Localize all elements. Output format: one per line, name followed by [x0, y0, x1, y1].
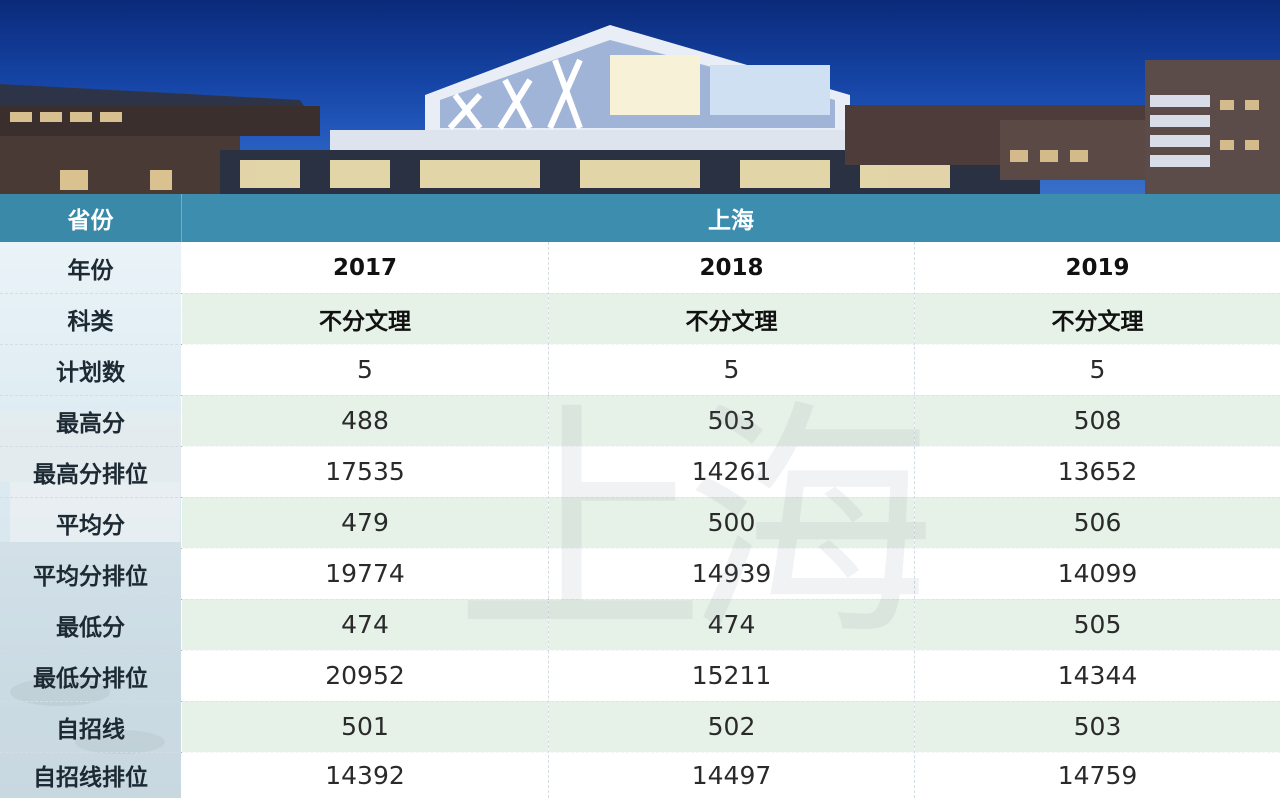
max-rank-2019: 13652	[915, 446, 1280, 497]
row-label-avg-rank: 平均分排位	[0, 548, 181, 599]
max-rank-2018: 14261	[549, 446, 914, 497]
row-label-max-score: 最高分	[0, 395, 181, 446]
table-row-category: 科类 不分文理 不分文理 不分文理	[0, 293, 1280, 344]
min-rank-2017: 20952	[182, 650, 548, 701]
table-row-min-rank: 最低分排位 20952 15211 14344	[0, 650, 1280, 701]
min-score-2019: 505	[915, 599, 1280, 650]
row-label-self-recruit-line: 自招线	[0, 701, 181, 752]
table-row-year: 年份 2017 2018 2019	[0, 242, 1280, 293]
table-row-plan-count: 计划数 5 5 5	[0, 344, 1280, 395]
year-2018: 2018	[549, 242, 914, 293]
max-score-2019: 508	[915, 395, 1280, 446]
row-label-year: 年份	[0, 242, 181, 293]
plan-count-2017: 5	[182, 344, 548, 395]
table-row-self-recruit-line: 自招线 501 502 503	[0, 701, 1280, 752]
table-row-max-score: 最高分 488 503 508	[0, 395, 1280, 446]
table-row-max-rank: 最高分排位 17535 14261 13652	[0, 446, 1280, 497]
row-label-category: 科类	[0, 293, 181, 344]
row-label-min-rank: 最低分排位	[0, 650, 181, 701]
min-rank-2018: 15211	[549, 650, 914, 701]
row-label-min-score: 最低分	[0, 599, 181, 650]
category-2018: 不分文理	[549, 293, 914, 344]
column-divider	[914, 242, 915, 798]
max-score-2018: 503	[549, 395, 914, 446]
plan-count-2018: 5	[549, 344, 914, 395]
table-row-min-score: 最低分 474 474 505	[0, 599, 1280, 650]
plan-count-2019: 5	[915, 344, 1280, 395]
self-recruit-rank-2017: 14392	[182, 752, 548, 798]
avg-rank-2018: 14939	[549, 548, 914, 599]
province-divider	[181, 194, 182, 242]
campus-banner-image	[0, 0, 1280, 194]
table-row-avg-rank: 平均分排位 19774 14939 14099	[0, 548, 1280, 599]
max-rank-2017: 17535	[182, 446, 548, 497]
row-label-self-recruit-rank: 自招线排位	[0, 752, 181, 798]
table-row-self-recruit-rank: 自招线排位 14392 14497 14759	[0, 752, 1280, 798]
year-2017: 2017	[182, 242, 548, 293]
avg-rank-2019: 14099	[915, 548, 1280, 599]
year-2019: 2019	[915, 242, 1280, 293]
column-divider	[548, 242, 549, 798]
self-recruit-rank-2018: 14497	[549, 752, 914, 798]
min-rank-2019: 14344	[915, 650, 1280, 701]
row-label-plan-count: 计划数	[0, 344, 181, 395]
table-row-avg-score: 平均分 479 500 506	[0, 497, 1280, 548]
admission-score-table: 省份 上海 年份 2017 2018 2019 科类 不分文理 不分文理 不分文…	[0, 194, 1280, 798]
province-row: 省份 上海	[0, 194, 1280, 242]
avg-score-2017: 479	[182, 497, 548, 548]
avg-score-2019: 506	[915, 497, 1280, 548]
row-label-avg-score: 平均分	[0, 497, 181, 548]
min-score-2017: 474	[182, 599, 548, 650]
province-value: 上海	[182, 194, 1280, 242]
self-recruit-line-2017: 501	[182, 701, 548, 752]
province-label: 省份	[0, 194, 181, 242]
max-score-2017: 488	[182, 395, 548, 446]
self-recruit-rank-2019: 14759	[915, 752, 1280, 798]
avg-score-2018: 500	[549, 497, 914, 548]
category-2017: 不分文理	[182, 293, 548, 344]
min-score-2018: 474	[549, 599, 914, 650]
campus-building-illustration	[0, 25, 1280, 194]
avg-rank-2017: 19774	[182, 548, 548, 599]
row-label-max-rank: 最高分排位	[0, 446, 181, 497]
self-recruit-line-2019: 503	[915, 701, 1280, 752]
category-2019: 不分文理	[915, 293, 1280, 344]
self-recruit-line-2018: 502	[549, 701, 914, 752]
